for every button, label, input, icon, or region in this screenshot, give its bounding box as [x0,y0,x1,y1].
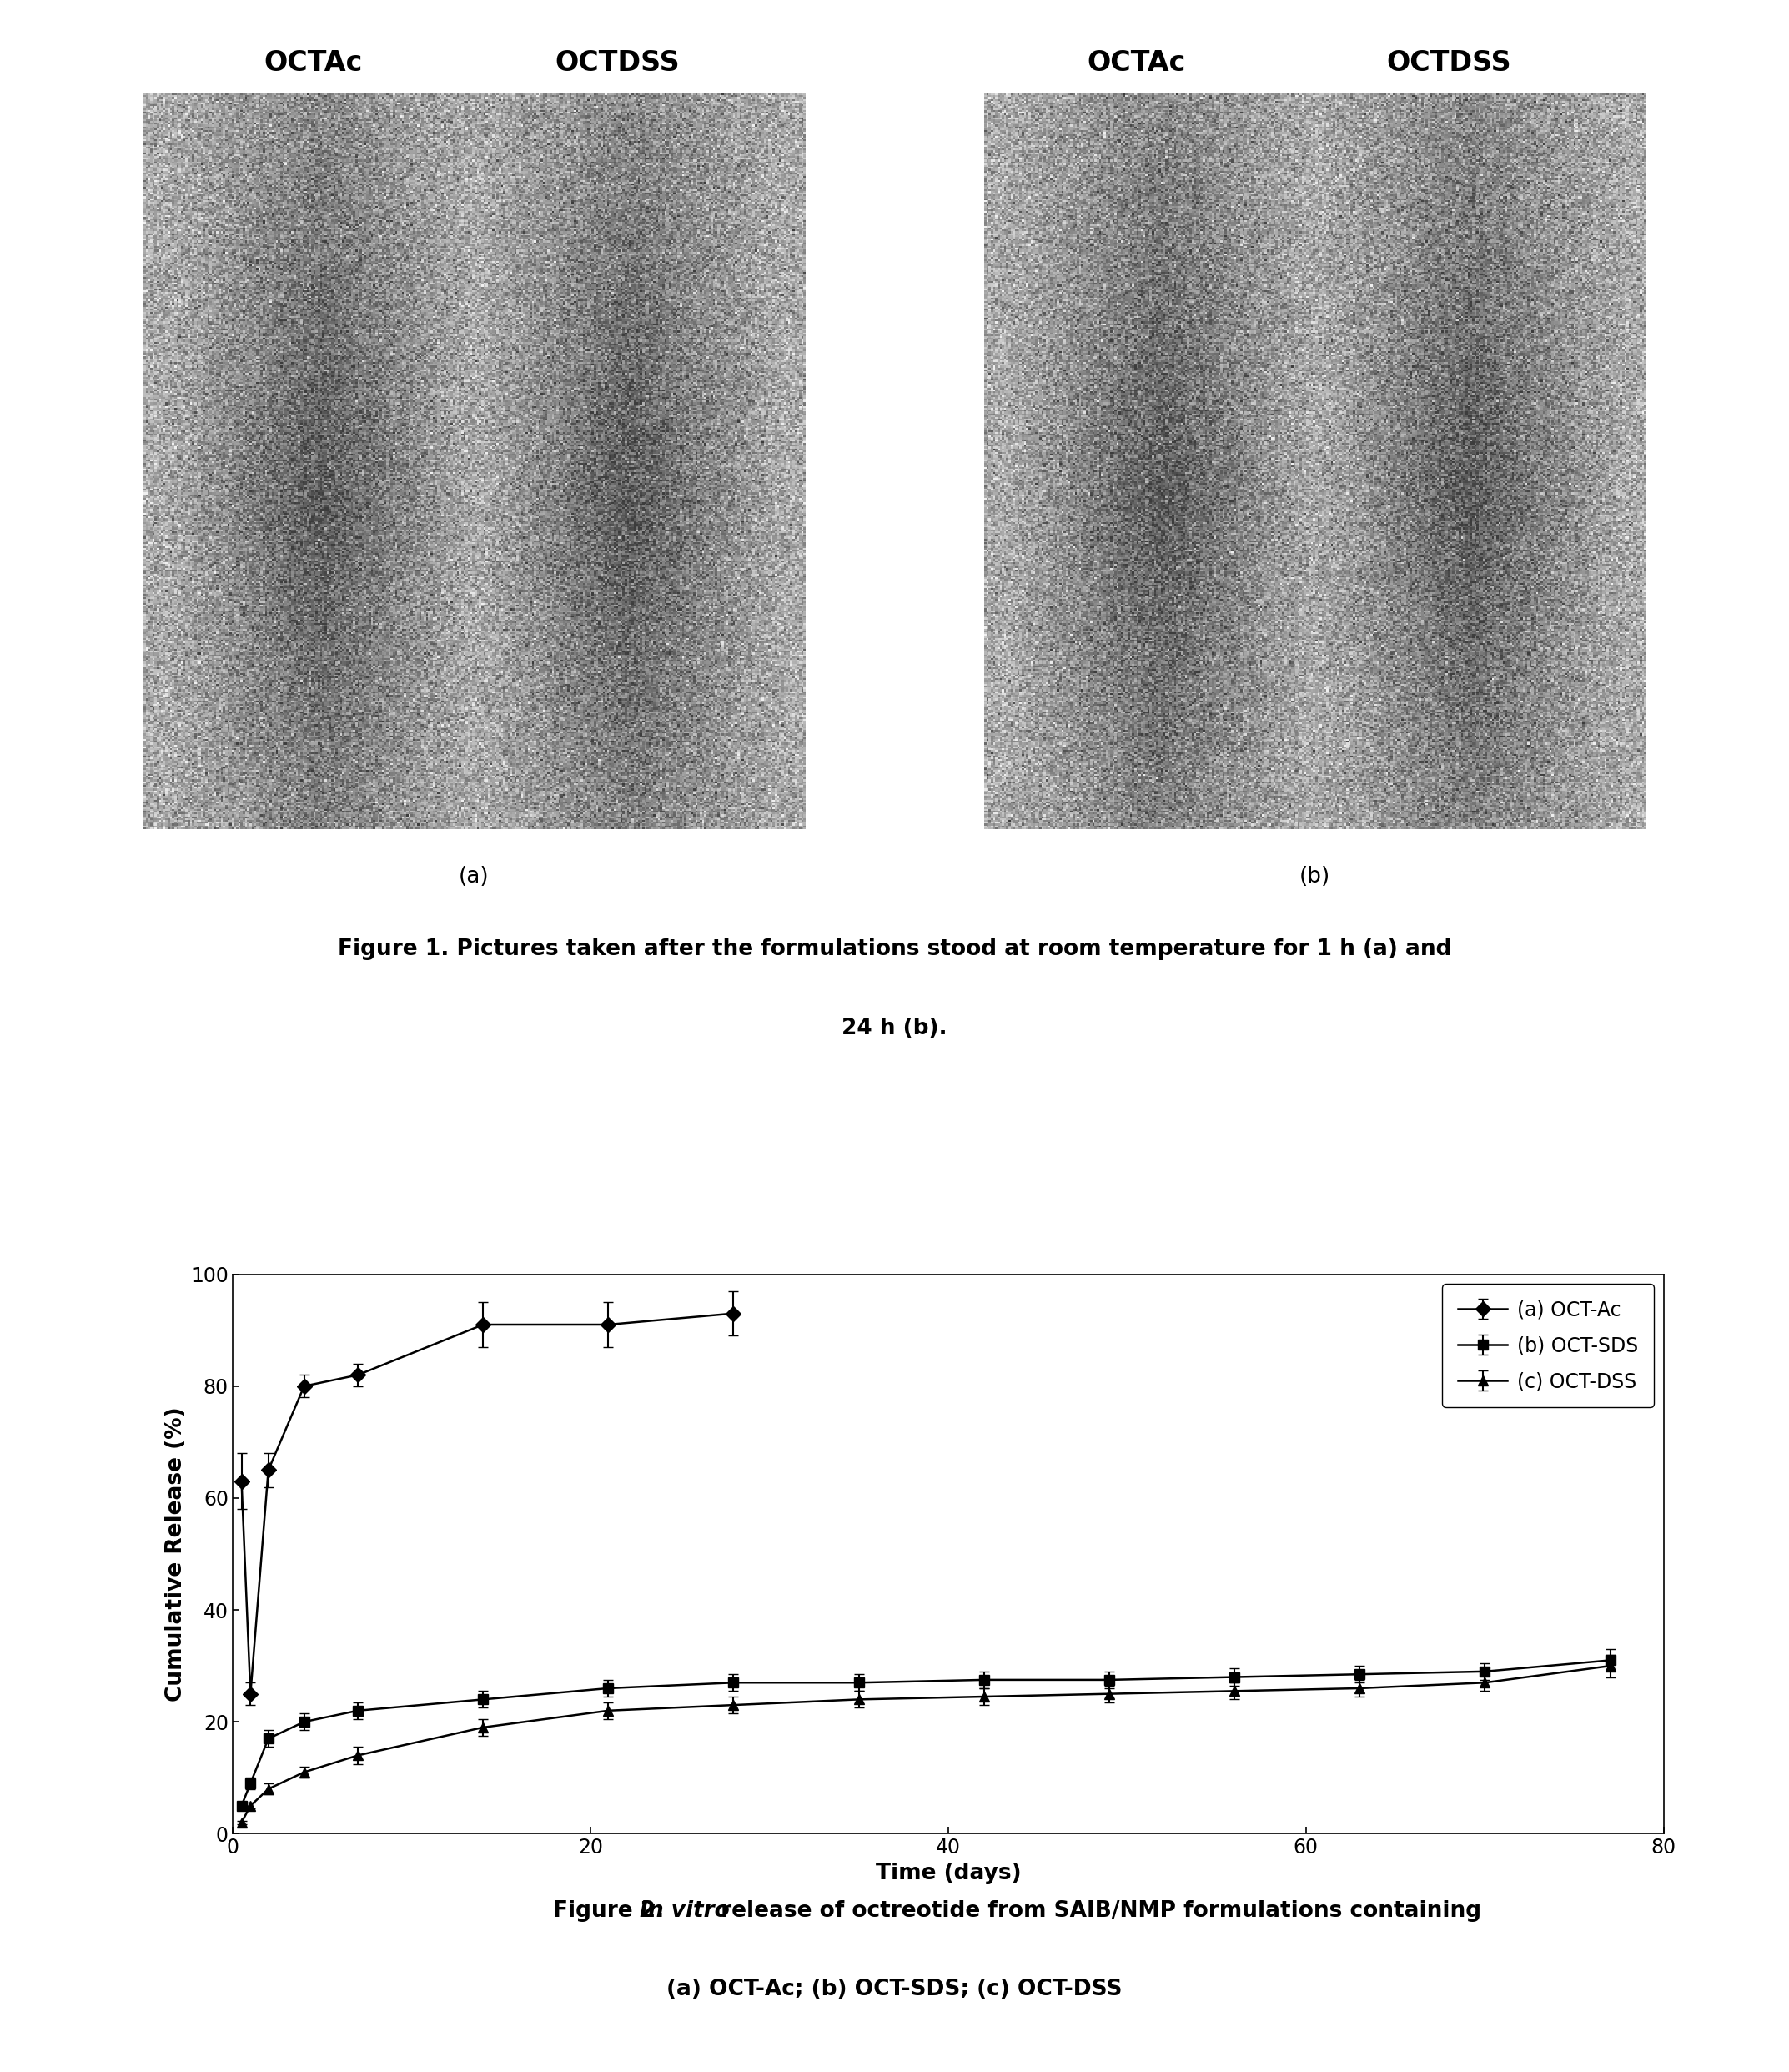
Y-axis label: Cumulative Release (%): Cumulative Release (%) [165,1407,186,1701]
Text: release of octreotide from SAIB/NMP formulations containing: release of octreotide from SAIB/NMP form… [714,1900,1481,1921]
X-axis label: Time (days): Time (days) [875,1863,1022,1883]
Text: OCTDSS: OCTDSS [1386,50,1512,77]
Text: 24 h (b).: 24 h (b). [841,1017,948,1038]
Text: (b): (b) [1299,866,1331,887]
Legend: (a) OCT-Ac, (b) OCT-SDS, (c) OCT-DSS: (a) OCT-Ac, (b) OCT-SDS, (c) OCT-DSS [1442,1285,1653,1407]
Text: In vitro: In vitro [640,1900,730,1921]
Text: OCTDSS: OCTDSS [555,50,680,77]
Text: Figure 2.: Figure 2. [553,1900,671,1921]
Text: OCTAc: OCTAc [1086,50,1186,77]
Text: OCTAc: OCTAc [263,50,363,77]
Text: (a) OCT-Ac; (b) OCT-SDS; (c) OCT-DSS: (a) OCT-Ac; (b) OCT-SDS; (c) OCT-DSS [667,1979,1122,1999]
Text: (a): (a) [458,866,490,887]
Text: Figure 1. Pictures taken after the formulations stood at room temperature for 1 : Figure 1. Pictures taken after the formu… [338,939,1451,959]
